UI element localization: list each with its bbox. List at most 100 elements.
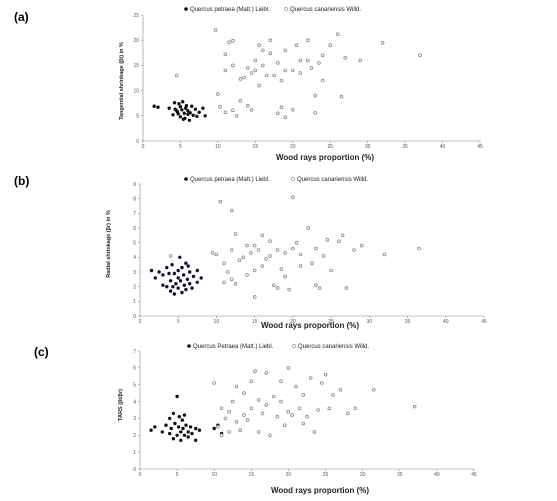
panel-c-petraea-point — [212, 426, 216, 431]
panel-c-canariensis-point — [338, 387, 343, 392]
panel-b-petraea-point — [153, 276, 157, 280]
panel-a-canariensis-point — [279, 105, 284, 109]
panel-c-canariensis-point — [223, 416, 228, 421]
panel-c-x-tick-label: 35 — [397, 472, 403, 478]
panel-b-canariensis-point — [229, 248, 234, 252]
panel-a-canariensis-point — [317, 61, 321, 65]
panel-c-y-tick-label: 6 — [133, 366, 136, 372]
panel-c-canariensis-point — [327, 406, 332, 411]
panel-b-canariensis-point — [226, 270, 230, 274]
panel-c-canariensis-point — [268, 433, 272, 438]
panel-c-petraea-point — [186, 435, 190, 439]
legend-c-marker-canariensis — [292, 344, 296, 348]
panel-c-xlabel: Wood rays proportion (%) — [271, 486, 369, 495]
panel-c-petraea-point — [177, 415, 181, 419]
legend-c-canariensis: Quercus canariensis Willd. — [298, 344, 369, 350]
panel-b-y-tick-label: 6 — [133, 226, 136, 232]
panel-a-petraea-point — [176, 112, 180, 116]
panel-b-x-tick-label: 20 — [290, 319, 296, 325]
panel-b-canariensis-point — [279, 267, 284, 271]
panel-a-canariensis-point — [257, 83, 261, 88]
panel-b-canariensis-point — [245, 273, 249, 277]
panel-b-petraea-point — [161, 273, 165, 277]
panel-b-petraea-point — [188, 282, 192, 286]
panel-a-canariensis-point — [238, 98, 243, 103]
panel-b-canariensis-point — [252, 295, 257, 299]
panel-c-canariensis-point — [256, 430, 261, 434]
panel-c-y-tick-label: 4 — [133, 399, 136, 405]
legend-a-petraea: Quercus petraea (Matt.) Liebl. — [190, 7, 270, 13]
panel-b-canariensis-point — [241, 255, 246, 260]
panel-b-canariensis-point — [291, 195, 295, 200]
legend-c-petraea: Quercus Petraea (Matt.) Liebl. — [193, 344, 274, 350]
panel-c-canariensis-point — [249, 406, 254, 411]
panel-a-petraea-point — [167, 106, 171, 110]
panel-b-petraea-point — [190, 286, 194, 290]
panel-c-canariensis-point — [264, 371, 269, 375]
panel-c-petraea-point — [186, 430, 190, 434]
panel-c-x-tick-label: 15 — [249, 472, 255, 478]
panel-a-y-tick-label: 5 — [136, 114, 139, 120]
panel-c-petraea-point — [184, 423, 188, 427]
panel-b-petraea-point — [172, 292, 177, 296]
panel-b-canariensis-point — [325, 237, 330, 242]
panel-a-petraea-point — [181, 117, 186, 122]
panel-b-canariensis-point — [313, 246, 318, 251]
panel-a-petraea-point — [171, 113, 175, 117]
panel-b-petraea-point — [184, 261, 188, 265]
panel-a-petraea-point — [156, 105, 160, 109]
panel-b-petraea-point — [165, 285, 169, 289]
panel-a-petraea-point — [203, 114, 207, 118]
panel-c-canariensis-point — [275, 414, 280, 419]
panel-c-x-tick-label: 20 — [286, 472, 292, 478]
panel-a-canariensis-point — [238, 77, 243, 81]
panel-b-canariensis-point — [275, 248, 280, 252]
panel-a-canariensis-point — [272, 73, 276, 78]
panel-b-canariensis-point — [306, 226, 311, 230]
panel-a-canariensis-point — [290, 108, 295, 112]
panel-c-canariensis-point — [227, 409, 231, 414]
panel-a-xlabel: Wood rays proportion (%) — [276, 153, 374, 162]
panel-b-petraea-point — [199, 276, 203, 280]
panel-b-petraea-point — [178, 279, 183, 283]
panel-b-y-tick-label: 2 — [133, 284, 136, 290]
panel-c-canariensis-point — [271, 394, 276, 399]
panel-b-canariensis-point — [252, 268, 257, 273]
panel-b-canariensis-point — [294, 240, 299, 245]
panel-c-x-tick-label: 40 — [434, 472, 440, 478]
panel-b-x-tick-label: 45 — [481, 319, 487, 325]
panel-b-canariensis-point — [283, 274, 288, 279]
panel-b-canariensis-point — [344, 286, 349, 290]
legend-c-marker-petraea — [187, 344, 191, 348]
panel-c-petraea-point — [176, 425, 181, 429]
panel-a-canariensis-point — [290, 68, 295, 73]
panel-b-canariensis-point — [168, 254, 173, 258]
panel-a-ylabel: Tangential shrinkage (βt) in % — [119, 42, 125, 120]
panel-c-canariensis-point — [323, 372, 328, 377]
panel-c-canariensis-point — [216, 425, 220, 429]
panel-a-petraea-point — [172, 101, 177, 105]
panel-b-canariensis-point — [417, 246, 421, 251]
panel-a-petraea-point — [182, 111, 186, 116]
panel-a-canariensis-point — [231, 38, 235, 43]
panel-c-x-tick-label: 25 — [323, 472, 329, 478]
panel-b-canariensis-point — [252, 243, 257, 248]
panel-a-canariensis-point — [249, 108, 254, 112]
panel-c-petraea-point — [194, 426, 198, 431]
panel-c-canariensis-point — [219, 433, 224, 438]
panel-b-canariensis-point — [313, 283, 318, 288]
panel-a-canariensis-point — [223, 52, 228, 57]
panel-b-petraea-point — [176, 286, 180, 290]
panel-a-canariensis-point — [380, 40, 385, 45]
panel-b-petraea-point — [191, 274, 196, 279]
panel-c-petraea-point — [168, 416, 172, 421]
panel-b-canariensis-point — [352, 248, 356, 252]
panel-a-x-tick-label: 35 — [402, 144, 408, 150]
panel-b-canariensis-point — [229, 208, 234, 213]
panel-c-petraea-point — [179, 438, 183, 442]
panel-b-canariensis-point — [382, 252, 387, 257]
panel-c-petraea-point — [194, 438, 198, 442]
panel-a-canariensis-point — [279, 78, 284, 83]
panel-b-x-tick-label: 30 — [367, 319, 373, 325]
legend-a-marker-canariensis — [284, 7, 288, 11]
